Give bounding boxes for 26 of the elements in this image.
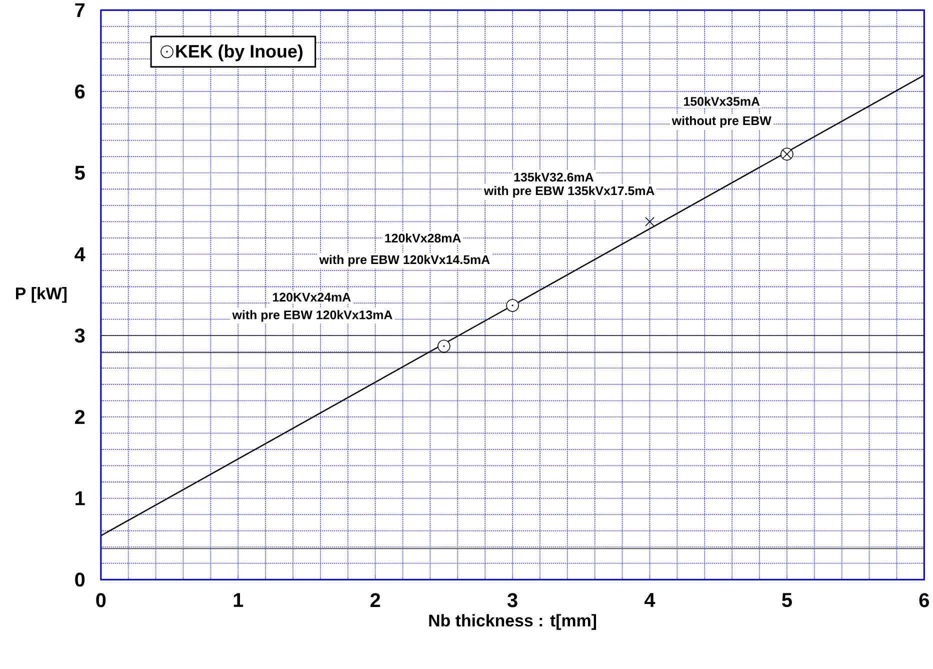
y-axis-title: P [kW] bbox=[16, 287, 67, 303]
annotation: with pre EBW 135kVx17.5mA bbox=[484, 186, 654, 198]
annotation: with pre EBW 120kVx13mA bbox=[232, 310, 392, 322]
y-tick-label: 4 bbox=[74, 248, 86, 262]
y-tick-label: 6 bbox=[75, 84, 85, 99]
y-tick-label: 7 bbox=[75, 4, 85, 18]
annotation: 120KVx24mA bbox=[273, 292, 351, 302]
annotation: 135kV32.6mA bbox=[514, 172, 594, 182]
x-tick-label: 3 bbox=[507, 593, 518, 608]
annotation: 150kVx35mA bbox=[684, 96, 760, 106]
x-tick-label: 0 bbox=[96, 593, 106, 608]
x-tick-label: 2 bbox=[370, 593, 380, 608]
annotation: without pre EBW bbox=[672, 116, 772, 128]
x-tick-label: 1 bbox=[234, 593, 244, 608]
y-tick-label: 3 bbox=[74, 328, 85, 343]
x-tick-label: 5 bbox=[782, 593, 792, 608]
y-tick-label: 5 bbox=[74, 166, 85, 180]
x-tick-label: 4 bbox=[644, 593, 656, 608]
annotation: with pre EBW 120kVx14.5mA bbox=[319, 255, 490, 267]
y-tick-label: 1 bbox=[76, 492, 85, 506]
x-tick-label: 6 bbox=[919, 593, 929, 608]
legend-label: KEK (by Inoue) bbox=[176, 44, 302, 62]
y-tick-label: 2 bbox=[75, 410, 85, 424]
y-tick-label: 0 bbox=[75, 572, 85, 587]
annotation: 120kVx28mA bbox=[385, 234, 461, 243]
x-axis-title: Nb thickness : t[mm] bbox=[429, 614, 596, 630]
